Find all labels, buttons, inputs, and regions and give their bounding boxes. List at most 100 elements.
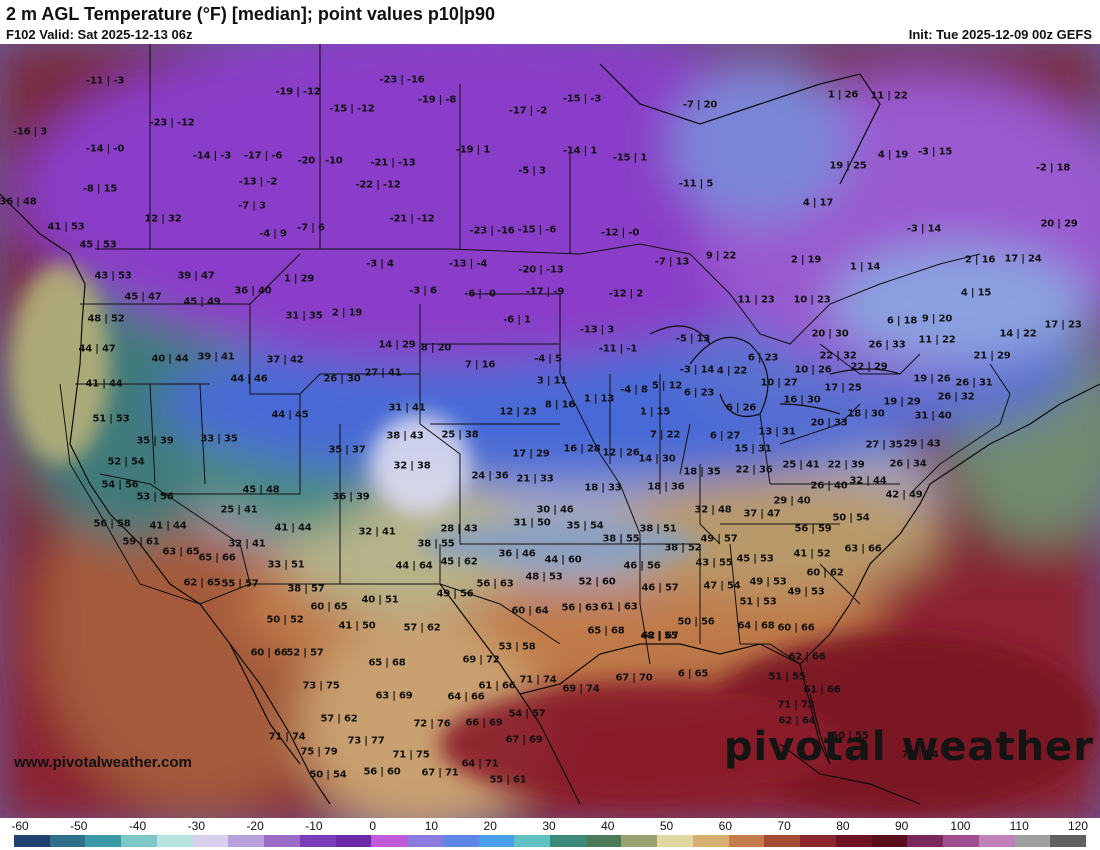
point-value-label: 32 | 48 <box>694 504 732 516</box>
point-value-label: 52 | 54 <box>107 456 145 468</box>
point-value-label: -2 | 18 <box>1035 162 1071 174</box>
legend-tick-label: -10 <box>305 819 323 833</box>
point-value-label: -7 | 13 <box>654 256 690 268</box>
point-value-label: -20 | -13 <box>518 264 564 276</box>
point-value-label: -16 | 3 <box>12 126 48 138</box>
point-value-label: -21 | -12 <box>389 213 435 225</box>
point-value-label: 38 | 57 <box>287 583 325 595</box>
point-value-label: -7 | 6 <box>297 222 325 234</box>
point-value-label: 42 | 49 <box>885 489 923 501</box>
legend-tick-label: 20 <box>483 819 497 833</box>
point-value-label: 69 | 72 <box>462 654 500 666</box>
point-value-label: 44 | 45 <box>271 409 309 421</box>
point-value-label: 61 | 63 <box>600 601 638 613</box>
point-value-label: 25 | 41 <box>782 459 820 471</box>
point-value-label: -13 | 3 <box>579 324 615 336</box>
point-value-label: 17 | 25 <box>824 382 862 394</box>
point-value-label: 1 | 13 <box>583 393 615 405</box>
point-value-label: -15 | 1 <box>612 152 648 164</box>
point-value-label: 50 | 54 <box>832 512 870 524</box>
point-value-label: 50 | 52 <box>266 614 304 626</box>
point-value-label: 6 | 23 <box>747 352 779 364</box>
point-value-label: 44 | 46 <box>230 373 268 385</box>
point-value-label: 57 | 62 <box>403 622 441 634</box>
point-value-label: 25 | 41 <box>220 504 258 516</box>
point-value-label: -5 | 3 <box>518 165 546 177</box>
point-value-label: 55 | 57 <box>221 578 259 590</box>
point-value-label: 49 | 53 <box>787 586 825 598</box>
legend-swatch <box>585 835 622 847</box>
point-value-label: 38 | 55 <box>417 538 455 550</box>
point-value-label: 47 | 54 <box>703 580 741 592</box>
point-value-label: 60 | 66 <box>250 647 288 659</box>
point-value-label: 11 | 23 <box>737 294 775 306</box>
point-value-label: 37 | 47 <box>743 508 781 520</box>
point-value-label: 20 | 30 <box>811 328 849 340</box>
point-value-label: -6 | -0 <box>464 288 496 300</box>
point-value-label: 61 | 66 <box>478 680 516 692</box>
legend-swatch <box>800 835 836 847</box>
point-value-label: 20 | 29 <box>1040 218 1078 230</box>
point-value-label: 62 | 66 <box>788 651 826 663</box>
legend-swatch <box>121 835 157 847</box>
legend-swatch <box>621 835 658 847</box>
point-value-label: 26 | 31 <box>955 377 993 389</box>
point-value-label: 75 | 79 <box>300 746 338 758</box>
point-value-label: 39 | 41 <box>197 351 235 363</box>
point-value-label: 41 | 50 <box>338 620 376 632</box>
valid-time: F102 Valid: Sat 2025-12-13 06z <box>6 27 193 42</box>
point-value-label: 1 | 29 <box>283 273 315 285</box>
point-value-label: -5 | 13 <box>675 333 711 345</box>
point-value-label: 30 | 46 <box>536 504 574 516</box>
legend-tick-label: 60 <box>718 819 733 833</box>
legend-swatch <box>728 835 765 847</box>
point-value-label: 13 | 31 <box>758 426 796 438</box>
point-value-label: 29 | 43 <box>903 438 941 450</box>
point-value-label: 4 | 15 <box>960 287 992 299</box>
point-value-label: 17 | 23 <box>1044 319 1082 331</box>
point-value-label: 2 | 16 <box>964 254 996 266</box>
point-value-label: 9 | 20 <box>921 313 953 325</box>
point-value-label: 16 | 28 <box>563 443 601 455</box>
legend-tick-label: -60 <box>11 819 29 833</box>
legend-tick-label: -40 <box>128 819 147 833</box>
point-value-label: -15 | -3 <box>562 93 602 105</box>
point-value-label: 67 | 69 <box>505 734 543 746</box>
point-value-label: 5 | 12 <box>651 380 683 392</box>
point-value-label: -12 | -0 <box>600 227 640 239</box>
point-value-label: -3 | 14 <box>679 364 715 376</box>
point-value-label: 6 | 23 <box>683 387 715 399</box>
point-value-label: 10 | 23 <box>793 294 831 306</box>
point-value-label: 64 | 68 <box>737 620 775 632</box>
point-value-label: 29 | 40 <box>773 495 811 507</box>
init-time: Init: Tue 2025-12-09 00z GEFS <box>908 27 1092 42</box>
point-value-label: 61 | 66 <box>803 684 841 696</box>
point-value-label: 43 | 53 <box>94 270 132 282</box>
point-value-label: -19 | 1 <box>455 144 491 156</box>
point-value-label: 33 | 51 <box>267 559 305 571</box>
legend-swatch <box>299 835 336 847</box>
point-value-label: 14 | 29 <box>378 339 416 351</box>
point-value-label: 12 | 23 <box>499 406 537 418</box>
legend-tick-label: 100 <box>950 819 971 833</box>
point-value-label: 45 | 53 <box>736 553 774 565</box>
point-value-label: 54 | 56 <box>101 479 139 491</box>
temperature-map[interactable]: -11 | -3 -16 | 3 -23 | -12 -19 | -12 -23 | -… <box>0 44 1100 818</box>
point-value-label: 18 | 36 <box>647 481 685 493</box>
point-value-label: 66 | 69 <box>465 717 503 729</box>
legend-tick-label: 30 <box>542 819 556 833</box>
legend-swatch <box>978 835 1015 847</box>
legend-swatch <box>478 835 515 847</box>
site-credit: www.pivotalweather.com <box>14 754 192 771</box>
legend-swatch <box>514 835 551 847</box>
legend-swatch <box>49 835 86 847</box>
legend-tick-label: 50 <box>659 819 674 833</box>
point-value-label: -17 | -6 <box>243 150 283 162</box>
legend-swatch <box>835 835 872 847</box>
point-value-label: 67 | 71 <box>421 767 459 779</box>
point-value-label: 26 | 32 <box>937 391 975 403</box>
point-value-label: 1 | 26 <box>827 89 859 101</box>
legend-swatch <box>371 835 408 847</box>
point-value-label: 62 | 67 <box>641 630 679 642</box>
point-value-label: 69 | 74 <box>562 683 600 695</box>
